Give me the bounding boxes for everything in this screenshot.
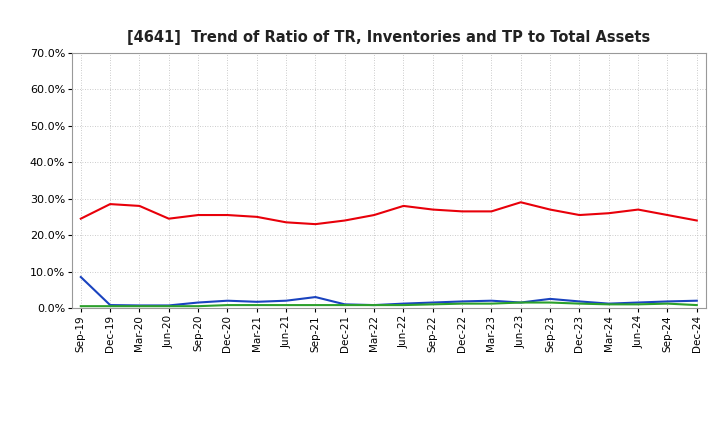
Trade Receivables	[546, 207, 554, 212]
Trade Receivables	[634, 207, 642, 212]
Trade Receivables	[253, 214, 261, 220]
Trade Receivables	[223, 213, 232, 218]
Inventories	[282, 298, 290, 303]
Line: Trade Payables: Trade Payables	[81, 303, 697, 306]
Trade Receivables	[194, 213, 202, 218]
Inventories	[106, 302, 114, 308]
Inventories	[341, 302, 349, 307]
Inventories	[516, 300, 525, 305]
Trade Receivables	[399, 203, 408, 209]
Inventories	[135, 303, 144, 308]
Trade Payables	[516, 300, 525, 305]
Line: Trade Receivables: Trade Receivables	[81, 202, 697, 224]
Inventories	[663, 299, 672, 304]
Trade Payables	[282, 302, 290, 308]
Trade Receivables	[575, 213, 584, 218]
Title: [4641]  Trend of Ratio of TR, Inventories and TP to Total Assets: [4641] Trend of Ratio of TR, Inventories…	[127, 29, 650, 45]
Trade Receivables	[458, 209, 467, 214]
Trade Payables	[135, 304, 144, 309]
Trade Payables	[76, 304, 85, 309]
Trade Receivables	[693, 218, 701, 223]
Trade Receivables	[106, 202, 114, 207]
Inventories	[693, 298, 701, 303]
Inventories	[458, 299, 467, 304]
Trade Receivables	[282, 220, 290, 225]
Inventories	[311, 294, 320, 300]
Trade Payables	[223, 302, 232, 308]
Trade Payables	[428, 302, 437, 307]
Inventories	[194, 300, 202, 305]
Inventories	[546, 296, 554, 301]
Trade Payables	[458, 301, 467, 306]
Trade Payables	[311, 302, 320, 308]
Inventories	[487, 298, 496, 303]
Inventories	[428, 300, 437, 305]
Inventories	[575, 299, 584, 304]
Trade Receivables	[605, 211, 613, 216]
Trade Receivables	[428, 207, 437, 212]
Trade Payables	[253, 302, 261, 308]
Inventories	[76, 275, 85, 280]
Trade Receivables	[76, 216, 85, 221]
Trade Payables	[487, 301, 496, 306]
Trade Receivables	[341, 218, 349, 223]
Inventories	[253, 299, 261, 304]
Inventories	[605, 301, 613, 306]
Trade Payables	[693, 302, 701, 308]
Line: Inventories: Inventories	[81, 277, 697, 305]
Trade Receivables	[487, 209, 496, 214]
Trade Receivables	[311, 221, 320, 227]
Trade Receivables	[164, 216, 173, 221]
Inventories	[399, 301, 408, 306]
Trade Receivables	[516, 200, 525, 205]
Trade Payables	[370, 302, 379, 308]
Inventories	[634, 300, 642, 305]
Trade Payables	[164, 304, 173, 309]
Trade Payables	[575, 301, 584, 306]
Trade Payables	[106, 304, 114, 309]
Trade Receivables	[135, 203, 144, 209]
Trade Payables	[605, 302, 613, 307]
Trade Payables	[634, 302, 642, 307]
Trade Payables	[546, 300, 554, 305]
Trade Receivables	[663, 213, 672, 218]
Trade Receivables	[370, 213, 379, 218]
Trade Payables	[663, 301, 672, 306]
Trade Payables	[399, 302, 408, 308]
Trade Payables	[194, 304, 202, 309]
Trade Payables	[341, 302, 349, 308]
Inventories	[223, 298, 232, 303]
Inventories	[370, 302, 379, 308]
Inventories	[164, 303, 173, 308]
